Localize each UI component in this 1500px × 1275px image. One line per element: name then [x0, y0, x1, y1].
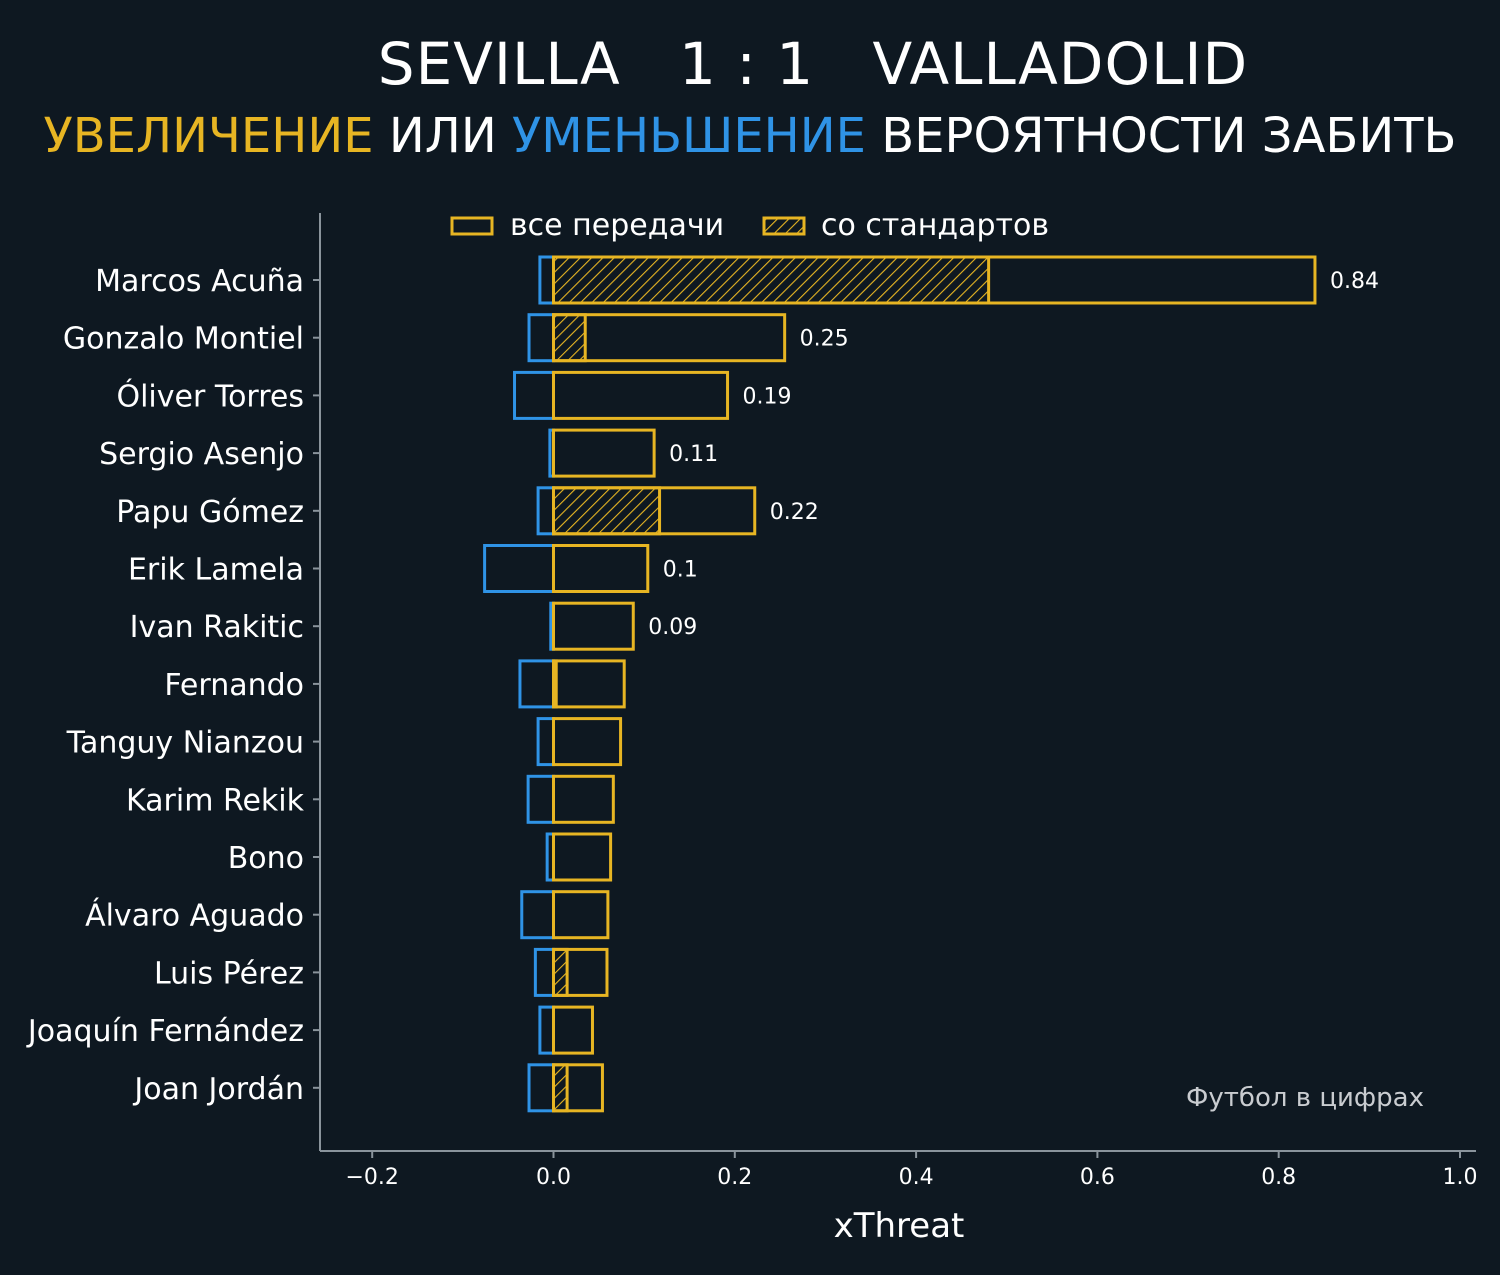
set-piece-bar: [552, 1063, 569, 1113]
set-piece-bar: [552, 947, 569, 997]
negative-bar: [538, 1005, 556, 1055]
value-label: 0.19: [743, 384, 792, 409]
negative-bar: [527, 1063, 555, 1113]
y-tick-label: Fernando: [164, 668, 304, 703]
legend-label-all-passes: все передачи: [510, 208, 724, 243]
labels-layer: 0.84 Marcos Acuña 0.25 Gonzalo Montiel 0.19 Ó…: [26, 264, 1478, 1190]
negative-bar: [513, 370, 556, 420]
value-label: 0.09: [648, 615, 697, 640]
all-passes-bar: [552, 774, 615, 824]
negative-bar: [536, 486, 555, 536]
all-passes-bar: [552, 1005, 594, 1055]
y-tick-label: Gonzalo Montiel: [63, 322, 304, 357]
x-tick-label: 0.0: [536, 1165, 571, 1190]
y-tick-label: Luis Pérez: [154, 956, 304, 991]
negative-bar: [483, 544, 555, 593]
x-tick-label: 0.8: [1261, 1165, 1296, 1190]
y-tick-label: Óliver Torres: [116, 377, 304, 414]
y-tick-label: Erik Lamela: [128, 553, 304, 588]
value-label: 0.22: [770, 500, 819, 525]
x-tick-label: 1.0: [1443, 1165, 1478, 1190]
value-label: 0.11: [669, 442, 718, 467]
all-passes-bar: [552, 601, 635, 651]
all-passes-bar: [552, 890, 610, 940]
y-tick-label: Bono: [228, 841, 304, 876]
x-tick-label: 0.2: [717, 1165, 752, 1190]
negative-bar: [538, 255, 556, 305]
legend-label-set-pieces: со стандартов: [821, 208, 1049, 243]
subtitle-decrease: УМЕНЬШЕНИЕ: [512, 108, 866, 164]
y-tick-label: Papu Gómez: [116, 495, 304, 530]
negative-bar: [520, 890, 556, 940]
y-tick-label: Álvaro Aguado: [85, 898, 304, 934]
axes-layer: [313, 213, 1476, 1158]
all-passes-bar: [552, 428, 656, 478]
chart-title: SEVILLA 1 : 1 VALLADOLID: [377, 30, 1249, 98]
y-tick-label: Sergio Asenjo: [99, 437, 304, 472]
bars-layer: [483, 255, 1317, 1113]
negative-bar: [536, 717, 555, 767]
negative-bar: [533, 947, 555, 997]
all-passes-bar: [552, 947, 609, 997]
y-tick-label: Tanguy Nianzou: [66, 726, 304, 761]
negative-bar: [527, 313, 555, 363]
chart-subtitle: УВЕЛИЧЕНИЕ ИЛИ УМЕНЬШЕНИЕ ВЕРОЯТНОСТИ ЗА…: [0, 108, 1500, 164]
all-passes-bar: [552, 486, 757, 536]
x-tick-label: 0.6: [1080, 1165, 1115, 1190]
all-passes-bar: [552, 370, 730, 420]
x-tick-label: −0.2: [345, 1165, 398, 1190]
credit-text: Футбол в цифрах: [1186, 1083, 1424, 1113]
all-passes-bar: [552, 832, 613, 882]
value-label: 0.25: [800, 327, 849, 352]
y-tick-label: Karim Rekik: [126, 783, 305, 818]
all-passes-bar: [552, 1063, 604, 1113]
x-tick-label: 0.4: [899, 1165, 934, 1190]
all-passes-bar: [552, 255, 1317, 305]
value-label: 0.84: [1330, 269, 1379, 294]
all-passes-bar: [552, 717, 623, 767]
set-piece-bar: [552, 486, 662, 536]
y-tick-label: Joaquín Fernández: [26, 1014, 304, 1049]
all-passes-bar: [552, 313, 787, 363]
y-tick-label: Joan Jordán: [132, 1072, 304, 1107]
subtitle-increase: УВЕЛИЧЕНИЕ: [43, 108, 374, 164]
value-label: 0.1: [663, 558, 698, 583]
legend-swatch-all-passes: [450, 216, 494, 236]
legend: все передачи со стандартов: [450, 208, 1049, 243]
legend-swatch-set-pieces: [762, 216, 806, 236]
all-passes-bar: [552, 659, 626, 709]
y-tick-label: Marcos Acuña: [95, 264, 304, 299]
all-passes-bar: [552, 544, 650, 593]
y-tick-label: Ivan Rakitic: [130, 610, 304, 645]
negative-bar: [518, 659, 555, 709]
set-piece-bar: [552, 313, 587, 363]
negative-bar: [526, 774, 555, 824]
subtitle-or: ИЛИ: [373, 108, 512, 164]
x-axis-label: xThreat: [834, 1206, 965, 1246]
subtitle-rest: ВЕРОЯТНОСТИ ЗАБИТЬ: [866, 108, 1457, 164]
set-piece-bar: [552, 255, 991, 305]
